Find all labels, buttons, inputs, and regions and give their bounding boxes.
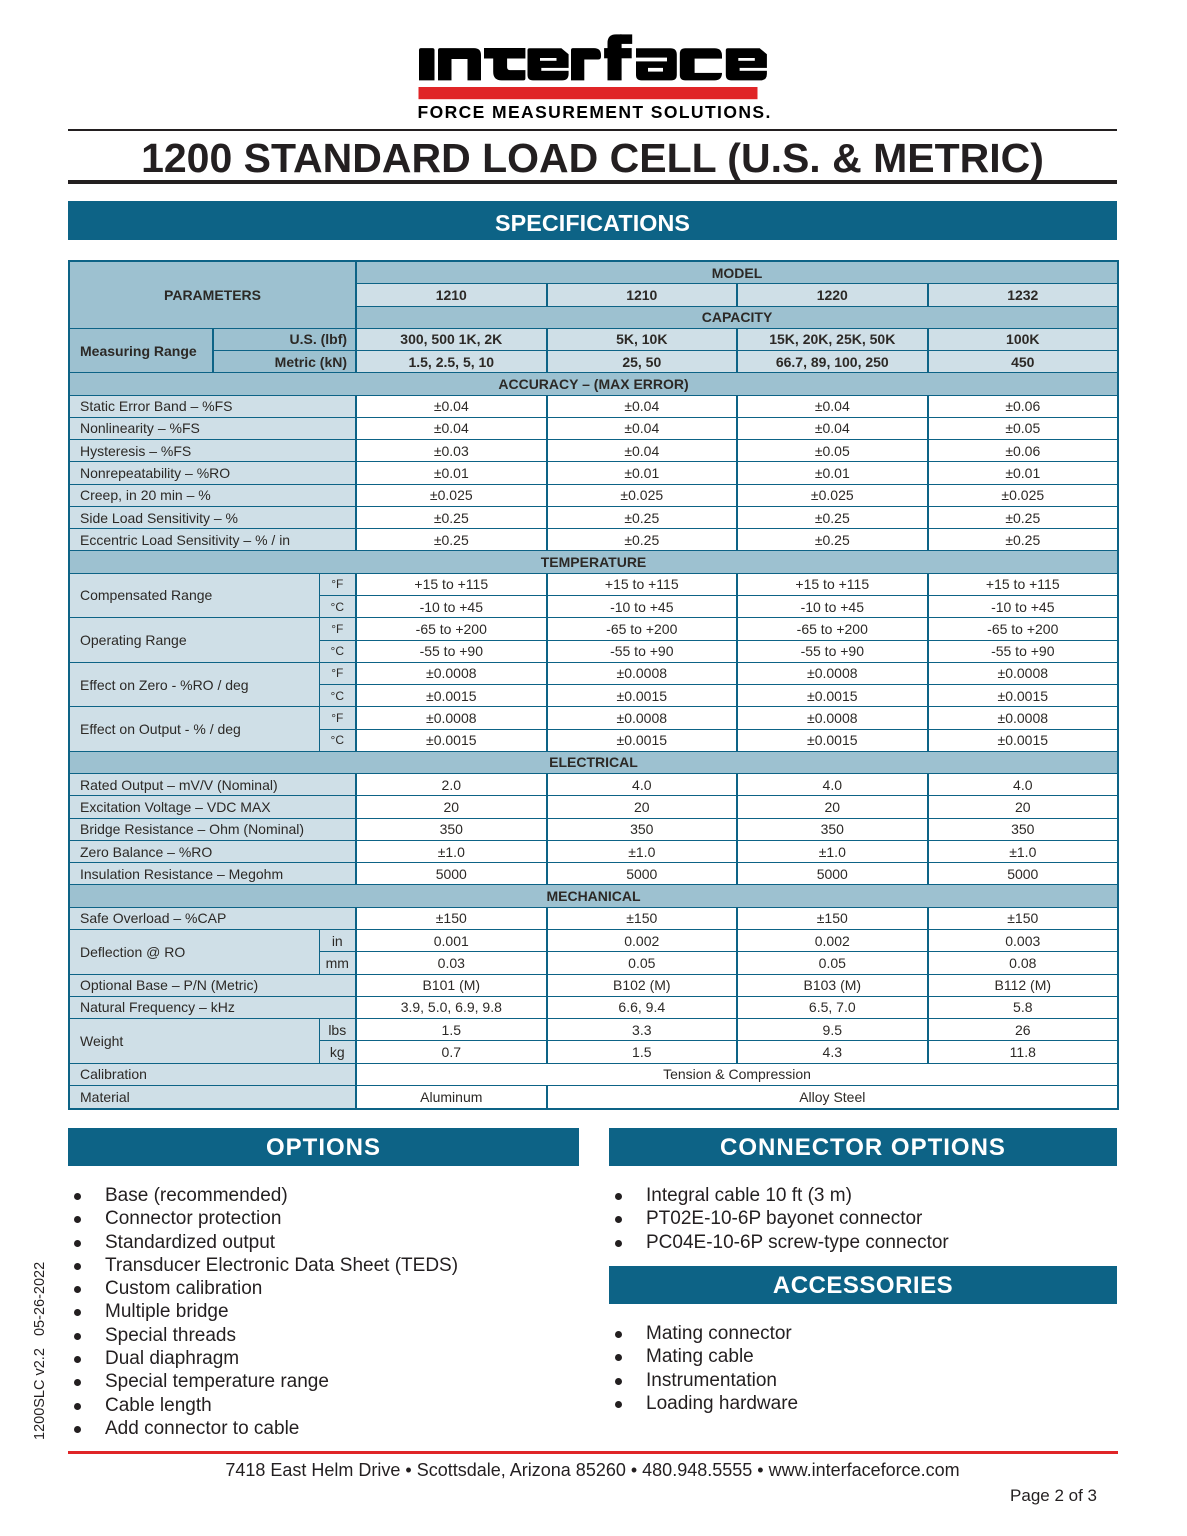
svg-text:FORCE MEASUREMENT SOLUTIONS.: FORCE MEASUREMENT SOLUTIONS. [418,102,771,122]
